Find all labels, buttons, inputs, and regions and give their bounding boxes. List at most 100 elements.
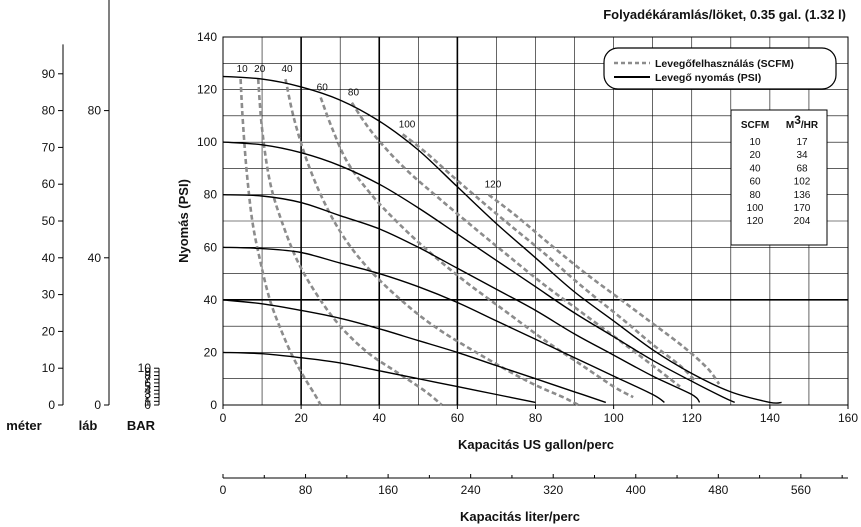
table-cell-m3hr: 17	[796, 137, 808, 148]
scale-tick-label: 5	[144, 380, 151, 394]
pressure-curve-5	[222, 351, 536, 404]
scale-tick-label: 2	[144, 391, 151, 405]
y-axis-ticks: 0 20 40 60 80 100 120 140	[197, 30, 217, 412]
y-axis-label: Nyomás (PSI)	[176, 179, 191, 263]
x-tick-label: 40	[373, 411, 387, 425]
x-tick-label: 60	[451, 411, 465, 425]
x2-tick-label: 240	[461, 483, 481, 497]
x-tick-label: 100	[604, 411, 624, 425]
y-tick-label: 40	[204, 293, 218, 307]
y-tick-label: 140	[197, 30, 217, 44]
x2-tick-label: 480	[708, 483, 728, 497]
air-curve-label-80: 80	[348, 88, 360, 99]
x-tick-label: 160	[838, 411, 858, 425]
left-scales: 0102030405060708090méter0408012016020024…	[6, 0, 160, 433]
table-cell-m3hr: 136	[794, 190, 811, 201]
scale-tick-label: 9	[144, 365, 151, 379]
table-cell-scfm: 60	[749, 177, 761, 188]
scale-tick-label: 0	[144, 398, 151, 412]
air-curve-label-100: 100	[399, 119, 416, 130]
table-cell-scfm: 40	[749, 163, 761, 174]
air-curve-label-40: 40	[282, 64, 294, 75]
table-cell-m3hr: 204	[794, 216, 811, 227]
table-cell-m3hr: 170	[794, 203, 811, 214]
x2-tick-label: 320	[543, 483, 563, 497]
y-tick-label: 120	[197, 83, 217, 97]
scale-tick-label: 8	[144, 369, 151, 383]
scale-tick-label: 1	[144, 394, 151, 408]
y-tick-label: 60	[204, 240, 218, 254]
chart-title: Folyadékáramlás/löket, 0.35 gal. (1.32 l…	[603, 7, 846, 22]
pressure-lines	[222, 75, 782, 404]
pressure-curve-3	[222, 246, 665, 403]
x-tick-label: 140	[760, 411, 780, 425]
table-box	[730, 109, 828, 246]
x2-tick-label: 560	[791, 483, 811, 497]
scale-tick-label: 20	[42, 324, 56, 338]
air-curve-label-120: 120	[485, 180, 502, 191]
scale-tick-label: 90	[42, 67, 56, 81]
scale-tick-label: 30	[42, 288, 56, 302]
x2-tick-label: 400	[626, 483, 646, 497]
x2-axis: 080160240320400480560640	[220, 474, 848, 497]
air-curve-10	[239, 79, 322, 406]
scale-tick-label: 40	[88, 251, 102, 265]
air-labels: 10 20 40 60 80 100 120	[237, 64, 502, 191]
table-cell-m3hr: 34	[796, 150, 808, 161]
air-curve-120	[487, 193, 721, 385]
scale-label-méter: méter	[6, 418, 41, 433]
scale-tick-label: 10	[42, 361, 56, 375]
air-curve-60	[319, 97, 634, 399]
pressure-curve-0	[222, 75, 782, 404]
x-axis-label: Kapacitás US gallon/perc	[458, 437, 614, 452]
scale-tick-label: 70	[42, 140, 56, 154]
y-tick-label: 0	[210, 398, 217, 412]
table-cell-m3hr: 102	[794, 177, 811, 188]
x-tick-label: 80	[529, 411, 543, 425]
y-tick-label: 80	[204, 188, 218, 202]
x-axis-ticks: 0 20 40 60 80 100 120 140 160	[220, 405, 858, 425]
x2-axis-label: Kapacitás liter/perc	[460, 509, 580, 524]
air-curve-label-20: 20	[254, 64, 266, 75]
air-curve-label-60: 60	[317, 82, 329, 93]
x2-tick-label: 160	[378, 483, 398, 497]
pressure-curve-1	[222, 141, 735, 404]
air-curve-100	[401, 133, 697, 383]
x-tick-label: 0	[220, 411, 227, 425]
scale-tick-label: 0	[94, 398, 101, 412]
table-cell-scfm: 120	[747, 216, 764, 227]
air-curve-40	[284, 78, 580, 407]
pressure-curve-2	[222, 194, 701, 403]
air-consumption-lines	[239, 78, 721, 407]
scale-tick-label: 60	[42, 177, 56, 191]
legend-entry-air: Levegőfelhasználás (SCFM)	[655, 58, 794, 70]
table-cell-scfm: 80	[749, 190, 761, 201]
legend: Levegőfelhasználás (SCFM) Levegő nyomás …	[603, 47, 837, 90]
scale-label-BAR: BAR	[127, 418, 156, 433]
x-tick-label: 120	[682, 411, 702, 425]
scale-tick-label: 7	[144, 372, 151, 386]
x2-tick-label: 80	[299, 483, 313, 497]
pressure-curve-4	[222, 299, 607, 404]
air-curve-80	[350, 101, 681, 388]
scale-tick-label: 10	[138, 361, 152, 375]
scale-tick-label: 0	[48, 398, 55, 412]
x-tick-label: 20	[294, 411, 308, 425]
air-curve-label-10: 10	[237, 64, 249, 75]
x2-tick-label: 0	[220, 483, 227, 497]
scale-tick-label: 80	[42, 104, 56, 118]
table-cell-m3hr: 68	[796, 163, 808, 174]
air-curve-20	[256, 79, 443, 407]
table-cell-scfm: 10	[749, 137, 761, 148]
y-tick-label: 100	[197, 135, 217, 149]
scale-tick-label: 80	[88, 104, 102, 118]
legend-entry-pressure: Levegő nyomás (PSI)	[655, 72, 761, 84]
scale-tick-label: 3	[144, 387, 151, 401]
table-cell-scfm: 100	[747, 203, 764, 214]
scale-tick-label: 4	[144, 383, 151, 397]
y-tick-label: 20	[204, 345, 218, 359]
scale-tick-label: 6	[144, 376, 151, 390]
